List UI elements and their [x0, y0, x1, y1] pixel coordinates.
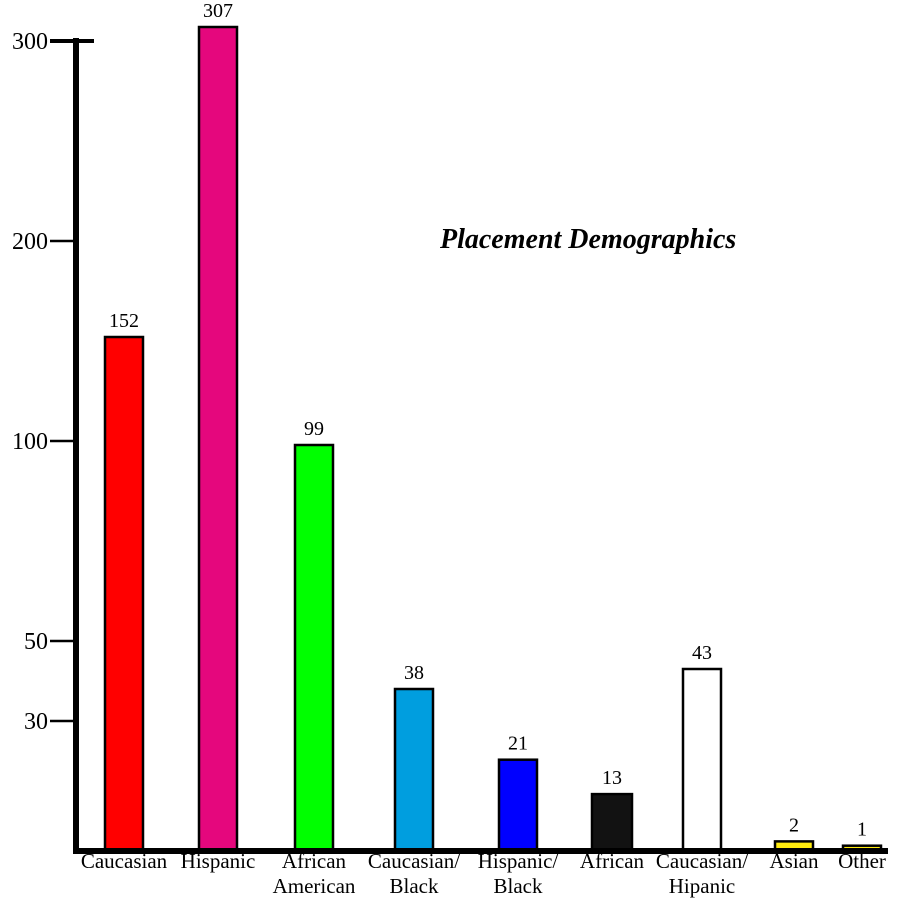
bar-1 — [103, 335, 145, 852]
category-label-4: Caucasian/Black — [368, 849, 460, 898]
value-label-4: 38 — [404, 662, 424, 684]
value-label-3: 99 — [304, 418, 324, 440]
category-label-7: Caucasian/Hipanic — [656, 849, 748, 898]
category-labels: Caucasian Hispanic African AmericanCaucasia… — [81, 849, 886, 898]
bar-4 — [393, 687, 435, 852]
bar-7 — [681, 667, 723, 852]
axes — [73, 38, 888, 854]
y-tick-label-300: 300 — [12, 29, 48, 55]
bar-2 — [197, 25, 239, 852]
category-label-5: Hispanic/Black — [478, 849, 559, 898]
value-label-1: 152 — [109, 310, 139, 332]
bar-5 — [497, 758, 539, 852]
y-tick-label-50: 50 — [24, 629, 48, 655]
category-label-3: African American — [273, 849, 356, 898]
bars — [103, 25, 883, 852]
y-tick-label-100: 100 — [12, 429, 48, 455]
chart-title: Placement Demographics — [440, 224, 737, 255]
bar-6 — [590, 792, 634, 852]
value-label-7: 43 — [692, 642, 712, 664]
value-label-5: 21 — [508, 733, 528, 755]
value-label-8: 2 — [789, 814, 799, 836]
value-label-9: 1 — [857, 819, 867, 841]
bar-3 — [293, 443, 335, 852]
value-label-6: 13 — [602, 767, 622, 789]
y-tick-label-200: 200 — [12, 229, 48, 255]
value-label-2: 307 — [203, 0, 233, 22]
y-tick-label-30: 30 — [24, 709, 48, 735]
y-ticks: 30 50 100 200 300 — [12, 29, 94, 735]
